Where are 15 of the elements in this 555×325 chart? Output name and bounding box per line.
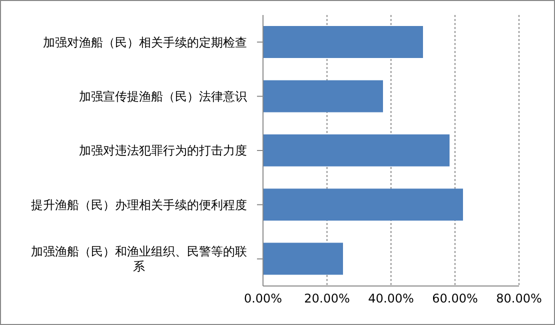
y-tick-label: 加强对渔船（民）相关手续的定期检查: [43, 35, 247, 50]
x-tick-label: 40.00%: [368, 292, 414, 306]
bar: [263, 188, 463, 221]
bar: [263, 134, 450, 166]
bar: [263, 242, 343, 275]
x-tick-label: 80.00%: [496, 292, 542, 306]
x-tick-label: 60.00%: [432, 292, 478, 306]
bar: [263, 26, 423, 58]
y-tick-label: 加强对违法犯罪行为的打击力度: [79, 144, 247, 158]
y-tick-label: 加强渔船（民）和渔业组织、民警等的联系: [31, 244, 247, 274]
y-tick-label: 加强宣传提渔船（民）法律意识: [79, 90, 247, 104]
x-tick-label: 0.00%: [244, 292, 282, 306]
bar: [263, 80, 383, 112]
y-tick-label: 提升渔船（民）办理相关手续的便利程度: [31, 198, 247, 212]
x-tick-label: 20.00%: [304, 292, 350, 306]
